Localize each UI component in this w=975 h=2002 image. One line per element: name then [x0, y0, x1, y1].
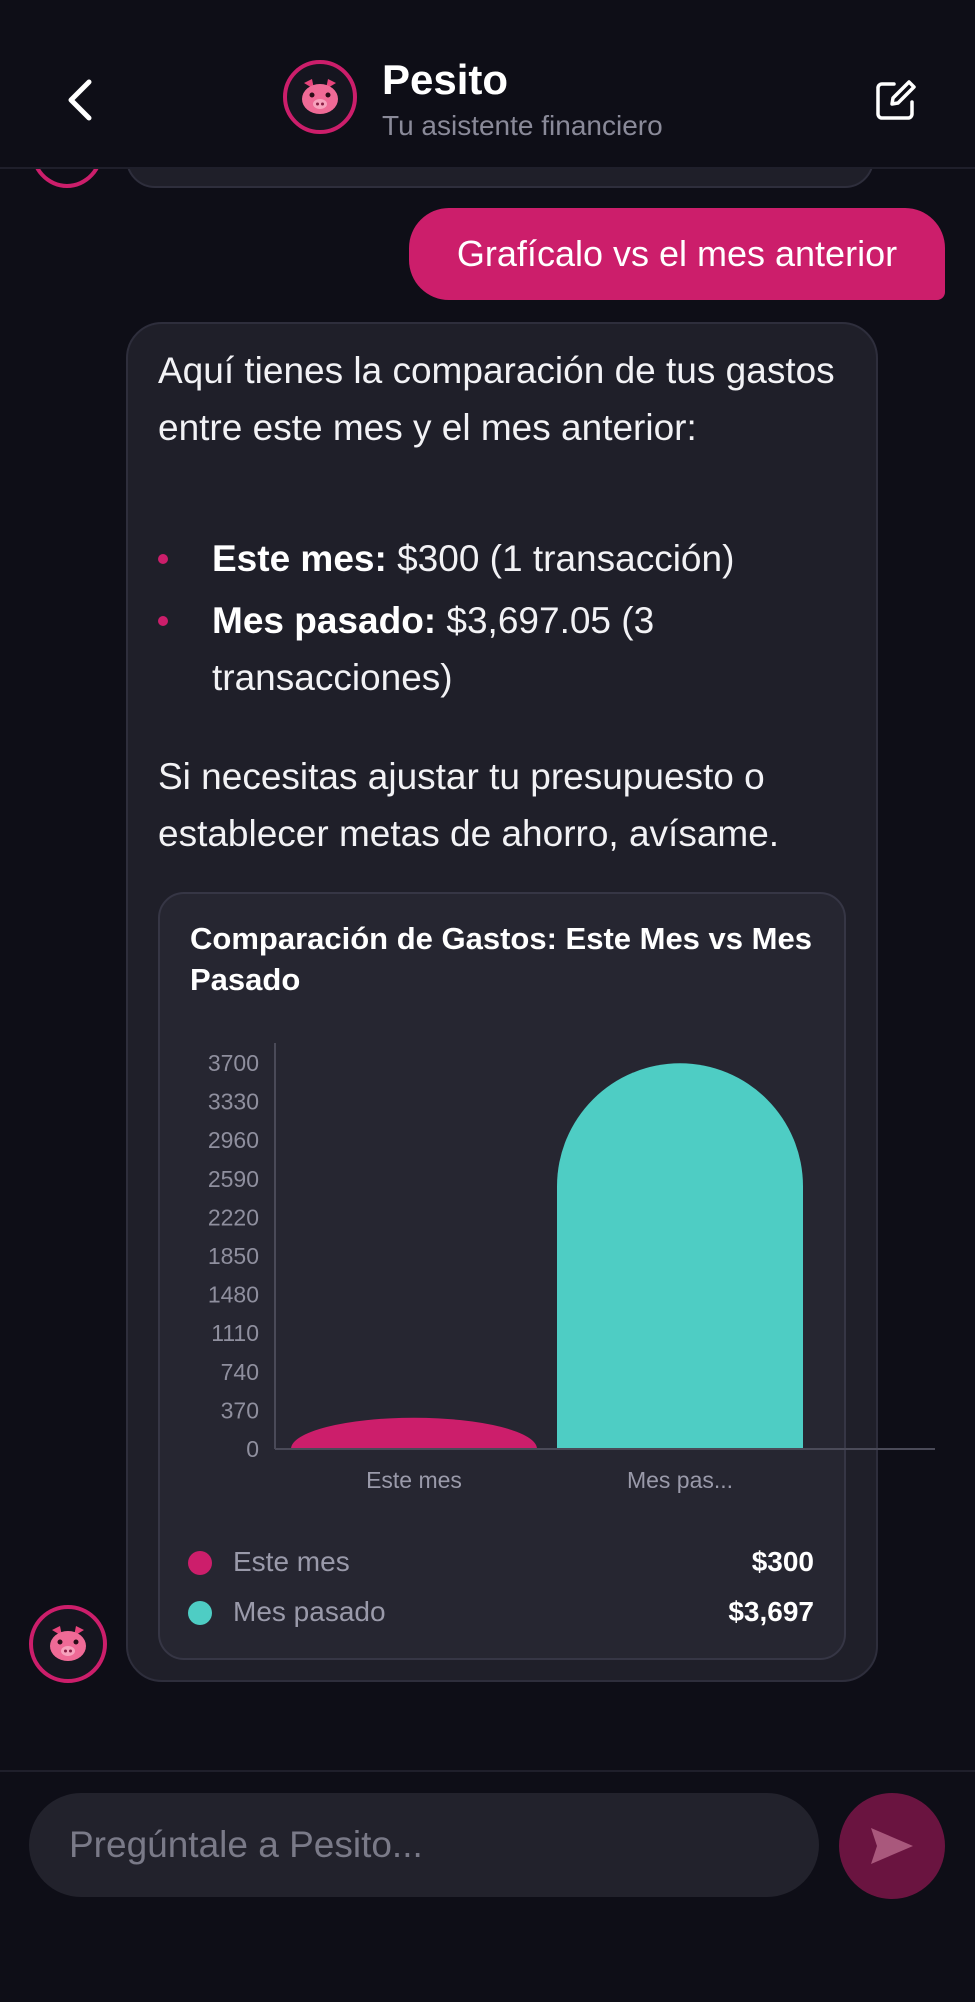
message-input[interactable]: Pregúntale a Pesito...	[29, 1793, 819, 1897]
legend-item-this-month: Este mes $300	[188, 1543, 814, 1583]
legend-value: $3,697	[728, 1596, 814, 1627]
assistant-subtitle: Tu asistente financiero	[382, 110, 663, 141]
summary-value: $300 (1 transacción)	[386, 538, 735, 579]
summary-value: $3,697.05 (3 transacciones)	[212, 600, 655, 698]
legend-swatch	[188, 1601, 212, 1625]
legend-label: Este mes	[233, 1546, 350, 1577]
pig-icon	[302, 79, 338, 114]
assistant-message-intro: Aquí tienes la comparación de tus gastos…	[158, 350, 835, 448]
back-button[interactable]	[55, 70, 105, 130]
pig-icon	[50, 1626, 86, 1661]
legend-value: $300	[751, 1546, 814, 1577]
assistant-avatar	[29, 1605, 107, 1683]
summary-label: Este mes:	[212, 538, 387, 579]
chevron-left-icon	[68, 79, 92, 121]
legend-item-last-month: Mes pasado $3,697	[188, 1593, 814, 1633]
legend-label: Mes pasado	[233, 1596, 386, 1627]
user-message: Grafícalo vs el mes anterior	[409, 208, 945, 300]
assistant-avatar	[283, 60, 357, 134]
bullet-dot	[158, 616, 168, 626]
assistant-name: Pesito	[382, 56, 509, 103]
compose-icon	[876, 80, 916, 120]
send-icon	[871, 1828, 913, 1864]
chart-title: Comparación de Gastos: Este Mes vs Mes P…	[190, 921, 812, 997]
bullet-dot	[158, 554, 168, 564]
summary-label: Mes pasado:	[212, 600, 437, 641]
assistant-message-outro: Si necesitas ajustar tu presupuesto o es…	[158, 756, 780, 854]
legend-swatch	[188, 1551, 212, 1575]
chat-header: Pesito Tu asistente financiero	[0, 0, 975, 169]
new-chat-button[interactable]	[868, 72, 924, 128]
send-button[interactable]	[839, 1793, 945, 1899]
